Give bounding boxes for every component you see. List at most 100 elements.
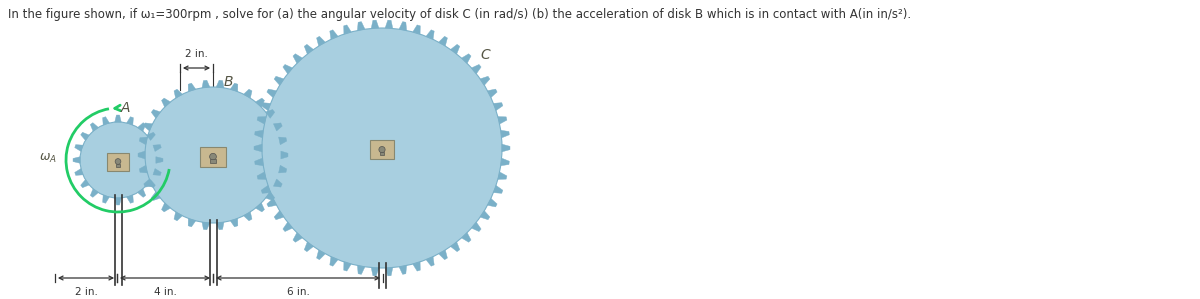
Polygon shape <box>162 98 170 107</box>
Polygon shape <box>115 198 121 205</box>
Circle shape <box>145 87 281 223</box>
Polygon shape <box>343 25 352 34</box>
Polygon shape <box>266 199 276 207</box>
Polygon shape <box>305 44 313 54</box>
Polygon shape <box>413 262 420 271</box>
Bar <box>379 152 384 155</box>
Polygon shape <box>330 30 338 39</box>
Polygon shape <box>450 242 460 252</box>
Polygon shape <box>500 130 509 138</box>
Polygon shape <box>74 145 83 151</box>
Polygon shape <box>256 98 264 107</box>
Polygon shape <box>439 250 448 260</box>
Bar <box>200 147 226 167</box>
Polygon shape <box>293 54 302 63</box>
Polygon shape <box>151 109 161 118</box>
Polygon shape <box>317 250 325 260</box>
Circle shape <box>80 122 156 198</box>
Polygon shape <box>498 117 506 124</box>
Circle shape <box>379 147 385 153</box>
Text: In the figure shown, if ω₁=300rpm , solve for (a) the angular velocity of disk C: In the figure shown, if ω₁=300rpm , solv… <box>8 8 911 21</box>
Polygon shape <box>317 36 325 46</box>
Polygon shape <box>293 233 302 242</box>
Polygon shape <box>262 185 271 193</box>
Polygon shape <box>138 189 145 197</box>
Polygon shape <box>480 76 490 85</box>
Polygon shape <box>262 103 271 111</box>
Polygon shape <box>371 20 379 28</box>
Polygon shape <box>283 65 293 74</box>
Bar <box>370 140 394 159</box>
Polygon shape <box>274 123 282 131</box>
Polygon shape <box>230 83 238 92</box>
Text: C: C <box>480 48 490 62</box>
Polygon shape <box>244 89 252 98</box>
Polygon shape <box>216 80 224 88</box>
Polygon shape <box>278 165 287 173</box>
Polygon shape <box>139 165 148 173</box>
Polygon shape <box>174 212 182 221</box>
Polygon shape <box>162 203 170 212</box>
Polygon shape <box>305 242 313 252</box>
Polygon shape <box>480 211 490 220</box>
Polygon shape <box>385 20 392 28</box>
Polygon shape <box>188 83 196 92</box>
Polygon shape <box>254 144 262 152</box>
Polygon shape <box>450 44 460 54</box>
Polygon shape <box>502 144 510 152</box>
Polygon shape <box>462 54 472 63</box>
Polygon shape <box>230 218 238 227</box>
Text: A: A <box>120 101 130 115</box>
Circle shape <box>210 153 216 160</box>
Polygon shape <box>144 179 152 187</box>
Polygon shape <box>493 103 503 111</box>
Polygon shape <box>274 179 282 187</box>
Polygon shape <box>188 218 196 227</box>
Polygon shape <box>256 203 264 212</box>
Text: 6 in.: 6 in. <box>287 287 310 297</box>
Polygon shape <box>80 180 89 188</box>
Polygon shape <box>498 172 506 179</box>
Polygon shape <box>400 22 407 30</box>
Circle shape <box>262 28 502 268</box>
Polygon shape <box>156 157 163 163</box>
Polygon shape <box>472 222 481 231</box>
Polygon shape <box>80 132 89 141</box>
Polygon shape <box>439 36 448 46</box>
Polygon shape <box>487 89 497 97</box>
Polygon shape <box>126 117 133 125</box>
Circle shape <box>115 159 121 164</box>
Polygon shape <box>330 257 338 266</box>
Polygon shape <box>151 192 161 200</box>
Polygon shape <box>152 145 161 151</box>
Text: B: B <box>223 75 233 89</box>
Polygon shape <box>371 268 379 276</box>
Polygon shape <box>400 266 407 274</box>
Polygon shape <box>265 192 275 200</box>
Polygon shape <box>152 169 161 176</box>
Polygon shape <box>144 123 152 131</box>
Polygon shape <box>385 268 392 276</box>
Polygon shape <box>139 137 148 145</box>
Text: 2 in.: 2 in. <box>185 49 208 59</box>
Polygon shape <box>216 222 224 230</box>
Polygon shape <box>90 123 98 131</box>
Polygon shape <box>426 30 434 39</box>
Bar <box>210 159 216 163</box>
Polygon shape <box>244 212 252 221</box>
Polygon shape <box>202 222 210 230</box>
Polygon shape <box>74 169 83 176</box>
Polygon shape <box>257 117 266 124</box>
Polygon shape <box>278 137 287 145</box>
Polygon shape <box>281 151 288 159</box>
Polygon shape <box>413 25 420 34</box>
Polygon shape <box>138 123 145 131</box>
Polygon shape <box>146 132 155 141</box>
Polygon shape <box>426 257 434 266</box>
Polygon shape <box>274 211 284 220</box>
Polygon shape <box>115 115 121 122</box>
Polygon shape <box>493 185 503 193</box>
Polygon shape <box>487 199 497 207</box>
Polygon shape <box>126 195 133 203</box>
Polygon shape <box>257 172 266 179</box>
